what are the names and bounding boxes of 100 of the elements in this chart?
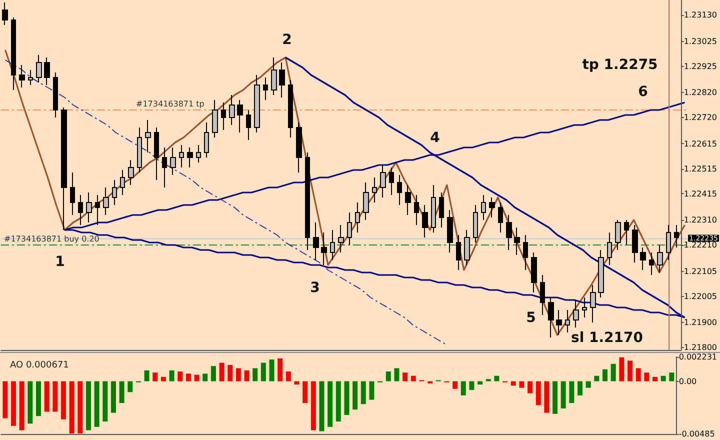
candlestick [305, 152, 310, 250]
candlestick [78, 194, 83, 226]
bar [60, 381, 66, 420]
bar [2, 381, 8, 418]
candlestick [624, 220, 629, 246]
bar [578, 381, 583, 396]
bar [294, 381, 300, 385]
candlestick [405, 184, 411, 216]
bar [494, 376, 500, 382]
candlestick [582, 297, 587, 318]
candlestick [170, 147, 176, 176]
candlestick [674, 224, 679, 248]
candlestick [70, 172, 75, 216]
bar [594, 376, 600, 382]
candlestick [246, 110, 251, 140]
candlestick [137, 127, 142, 173]
candlestick [313, 222, 319, 260]
bar [69, 381, 74, 434]
bar [194, 374, 200, 382]
candlestick [548, 297, 554, 338]
candlestick [19, 64, 25, 88]
y-tick-label: 1.22210 [684, 240, 718, 250]
bar [602, 369, 608, 382]
bar [94, 381, 100, 427]
candlestick [565, 310, 570, 333]
candlestick [103, 187, 109, 216]
candlestick [380, 164, 386, 198]
annotation: 2 [282, 32, 292, 48]
candlestick [649, 252, 654, 276]
bar [110, 381, 116, 413]
bar [394, 368, 400, 382]
candlestick [431, 184, 436, 233]
y-tick-label: 0.002231 [678, 352, 717, 362]
chart-title: AO 0.000671 [10, 360, 69, 370]
candlestick [221, 102, 226, 130]
candlestick [120, 170, 125, 196]
bar [169, 370, 174, 382]
annotation: tp 1.2275 [582, 57, 658, 73]
candlestick [556, 310, 562, 336]
candlestick [145, 120, 151, 153]
bar [186, 374, 191, 382]
bar [144, 370, 150, 382]
bar [469, 381, 474, 390]
candlestick [95, 194, 100, 226]
candlestick [363, 182, 369, 220]
y-tick-label: 1.22310 [684, 216, 718, 224]
candlestick [439, 192, 444, 228]
bar [569, 381, 574, 404]
annotation: 1 [55, 254, 65, 270]
candlestick [61, 107, 67, 230]
bar [19, 381, 24, 430]
bar [360, 381, 366, 404]
bar [260, 362, 266, 382]
candlestick [498, 202, 503, 233]
bar [278, 358, 283, 382]
bar [528, 381, 533, 394]
annotation: 5 [526, 310, 536, 326]
bar [610, 364, 616, 382]
y-tick-label: 1.21900 [684, 318, 718, 327]
y-tick-label: 1.22615 [684, 139, 718, 148]
bar [36, 381, 41, 416]
bar [386, 371, 391, 382]
y-tick-label: 0.00 [678, 376, 697, 386]
y-tick-label: 1.22415 [684, 189, 718, 198]
candlestick [456, 234, 461, 270]
bar [286, 371, 291, 382]
bar [28, 381, 33, 424]
candlestick [422, 204, 428, 238]
bar [560, 381, 566, 408]
bar [302, 381, 308, 404]
candlestick [372, 177, 377, 203]
bar [402, 372, 408, 382]
candlestick [481, 194, 486, 220]
candlestick [162, 147, 167, 188]
candlestick [229, 94, 235, 126]
annotation: 3 [310, 280, 320, 296]
bar [178, 371, 183, 382]
bar [536, 381, 541, 406]
bar [244, 370, 250, 382]
candlestick [36, 54, 42, 83]
bar [328, 381, 333, 427]
ref-line-label: #1734163871 tp [136, 100, 204, 108]
bar [236, 368, 241, 382]
bar [452, 381, 458, 389]
bar [86, 381, 91, 430]
candlestick [86, 192, 92, 223]
bar [78, 381, 83, 434]
bar [119, 381, 124, 404]
bar [319, 381, 324, 432]
bar [152, 372, 158, 382]
bar [644, 372, 650, 382]
candlestick [523, 234, 528, 270]
bar [352, 381, 358, 410]
y-tick-label: 1.21800 [684, 343, 718, 352]
bar [369, 381, 374, 400]
bar [619, 357, 624, 382]
bar [336, 381, 341, 422]
bar [636, 368, 641, 382]
bar [210, 366, 216, 382]
candlestick [321, 232, 327, 266]
